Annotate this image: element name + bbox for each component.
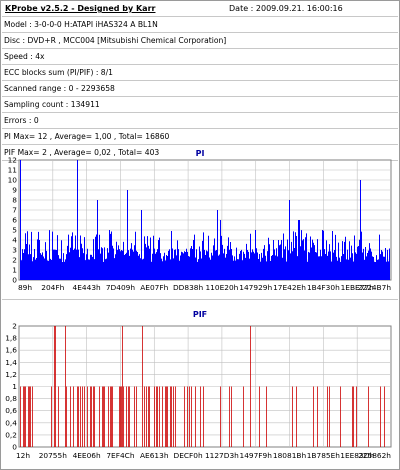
pi-x-tick-label: 147929h [239,283,272,292]
pi-x-tick-label: 2224B7h [358,283,392,292]
pif-y-tick-label: 0,8 [5,394,17,403]
pif-x-tick-label: AE613h [140,451,169,460]
pi-y-tick-label: 9 [12,186,17,195]
pif-x-tick-label: 1B785Eh [307,451,341,460]
info-pi-stats: PI Max= 12 , Average= 1,00 , Total= 1686… [4,132,170,141]
pif-y-tick-label: 1,8 [5,334,17,343]
pi-x-tick-label: 89h [18,283,32,292]
pi-x-tick-label: 17E42Eh [273,283,306,292]
info-errors: Errors : 0 [4,116,39,125]
pi-y-tick-label: 6 [12,216,17,225]
pi-y-tick-label: 8 [12,196,17,205]
pif-x-tick-label: 7EF4Ch [106,451,134,460]
pi-y-tick-label: 3 [12,246,17,255]
divider [2,16,398,17]
info-model: Model : 3-0-0-0 H:ATAPI iHAS324 A BL1N [4,20,158,29]
pif-x-tick-label: 20755h [39,451,68,460]
pi-y-tick-label: 5 [12,226,17,235]
pi-chart-title: PI [195,149,205,158]
pif-chart: 0 0,2 0,4 0,6 0,8 1 1,2 1,4 1,6 1,8 2 12h 20755h 4EE0… [5,322,392,460]
pif-y-tick-label: 2 [12,322,17,331]
pif-y-tick-label: 0,4 [5,418,17,427]
pif-x-tick-label: 18081Bh [273,451,307,460]
divider [2,144,398,145]
scan-date: Date : 2009.09.21. 16:00:16 [229,4,343,13]
pif-y-tick-label: 0,6 [5,406,17,415]
pi-y-tick-label: 1 [12,266,17,275]
pif-y-tick-label: 0 [12,443,17,452]
pif-x-tick-label: 4EE06h [73,451,101,460]
pi-x-tick-label: 4E443h [73,283,101,292]
pif-x-tick-label: 12h [16,451,30,460]
pi-y-tick-label: 2 [12,256,17,265]
divider [2,80,398,81]
pi-x-tick-label: 1B4F30h [307,283,340,292]
pi-y-tick-label: 4 [12,236,17,245]
pif-x-tick-label: 1127D3h [205,451,239,460]
info-range: Scanned range : 0 - 2293658 [4,84,115,93]
pi-x-tick-label: 110E20h [205,283,238,292]
divider [2,96,398,97]
info-speed: Speed : 4x [4,52,45,61]
pif-chart-panel: PIF 0 0,2 0,4 0,6 0,8 1 1,2 1,4 1,6 1,8 2 12h 20755h… [2,304,398,469]
divider [2,128,398,129]
info-disc: Disc : DVD+R , MCC004 [Mitsubishi Chemic… [4,36,227,45]
pif-y-tick-label: 0,2 [5,430,17,439]
pif-y-tick-label: 1,4 [5,358,17,367]
pif-x-tick-label: 1497F9h [240,451,273,460]
divider [2,64,398,65]
pif-y-tick-label: 1 [12,382,17,391]
pi-y-tick-label: 7 [12,206,17,215]
pi-y-tick-label: 12 [8,156,17,165]
pi-y-tick-label: 10 [8,176,18,185]
info-sampling: Sampling count : 134911 [4,100,100,109]
divider [2,48,398,49]
info-pif-stats: PIF Max= 2 , Average= 0,02 , Total= 403 [4,148,160,157]
pif-y-tick-label: 1,2 [5,370,17,379]
divider [2,112,398,113]
pi-y-tick-label: 0 [12,276,17,285]
pi-y-tick-label: 11 [8,166,18,175]
pif-y-tick-label: 1,6 [5,346,17,355]
pi-x-tick-label: 7D409h [106,283,135,292]
pi-x-tick-label: 1EBE77h [341,283,375,292]
info-ecc: ECC blocks sum (PI/PIF) : 8/1 [4,68,114,77]
pif-x-tick-label: DECF0h [174,451,203,460]
pi-x-tick-label: DD838h [173,283,203,292]
pif-x-tick-label: 225862h [358,451,391,460]
app-title: KProbe v2.5.2 - Designed by Karr [5,4,156,13]
pif-chart-title: PIF [192,310,208,319]
pi-x-tick-label: 204Fh [41,283,64,292]
pif-x-tick-label: 1EE83Dh [340,451,374,460]
pi-chart-panel: PI 0 1 2 3 4 5 6 7 8 9 10 11 12 89h 204Fh 4E443h 7D409h A… [2,144,398,294]
divider [2,32,398,33]
pi-x-tick-label: AE07Fh [140,283,168,292]
divider [2,299,398,300]
